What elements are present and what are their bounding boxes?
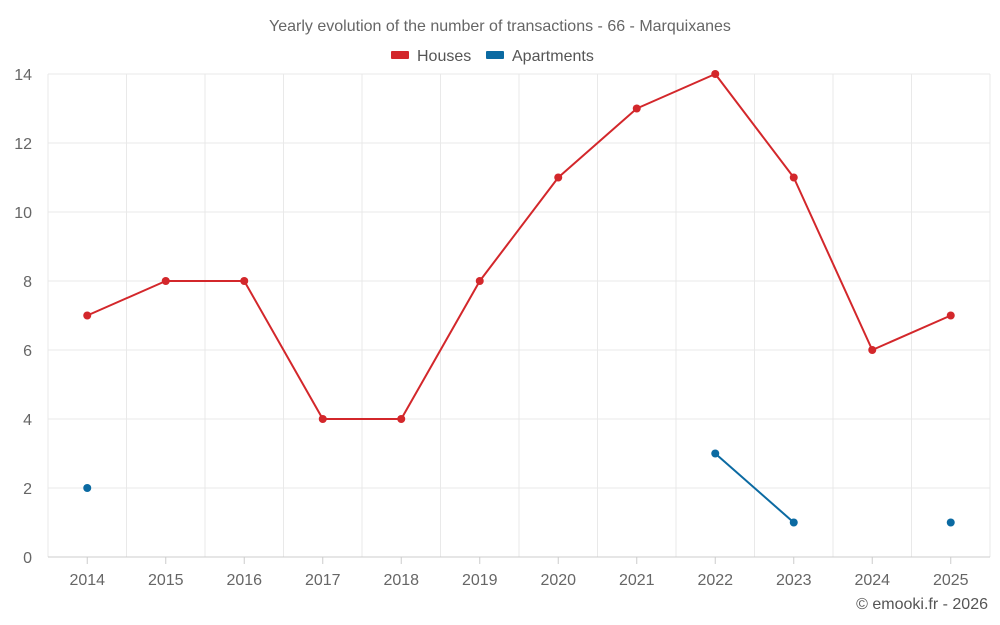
x-tick-label: 2018 bbox=[383, 572, 419, 589]
data-point-apartments[interactable] bbox=[83, 484, 92, 492]
x-tick-label: 2017 bbox=[305, 572, 341, 589]
legend-swatch-houses bbox=[391, 51, 409, 59]
x-tick-label: 2021 bbox=[619, 572, 655, 589]
x-tick-label: 2022 bbox=[697, 572, 733, 589]
legend: Houses Apartments bbox=[391, 48, 594, 65]
x-tick-label: 2015 bbox=[148, 572, 184, 589]
axes: 0 2 4 6 8 10 12 14 2014 2015 2016 2017 2018 2019 2020 2… bbox=[14, 67, 990, 589]
y-tick-label: 4 bbox=[23, 412, 32, 429]
data-point-houses[interactable] bbox=[711, 70, 720, 78]
y-tick-label: 8 bbox=[23, 274, 32, 291]
credit-text: © emooki.fr - 2026 bbox=[856, 596, 988, 613]
data-point-houses[interactable] bbox=[632, 104, 641, 113]
data-point-houses[interactable] bbox=[318, 415, 327, 423]
x-tick-label: 2020 bbox=[540, 572, 576, 589]
legend-label-houses: Houses bbox=[417, 48, 471, 65]
y-tick-label: 2 bbox=[23, 481, 32, 498]
legend-swatch-apartments bbox=[486, 51, 504, 59]
y-tick-label: 14 bbox=[14, 67, 32, 84]
x-tick-label: 2025 bbox=[933, 572, 969, 589]
data-point-houses[interactable] bbox=[397, 415, 406, 423]
data-point-houses[interactable] bbox=[946, 311, 955, 320]
data-point-apartments[interactable] bbox=[946, 518, 955, 527]
data-point-houses[interactable] bbox=[475, 277, 484, 285]
y-tick-label: 0 bbox=[23, 550, 32, 567]
y-tick-label: 6 bbox=[23, 343, 32, 360]
y-tick-label: 12 bbox=[14, 136, 32, 153]
y-tick-label: 10 bbox=[14, 205, 32, 222]
x-tick-label: 2023 bbox=[776, 572, 812, 589]
series-line-apartments bbox=[714, 452, 795, 524]
gridlines bbox=[47, 73, 991, 557]
data-point-houses[interactable] bbox=[83, 311, 92, 320]
legend-item-apartments[interactable]: Apartments bbox=[486, 48, 594, 65]
x-tick-label: 2016 bbox=[226, 572, 262, 589]
x-tick-label: 2019 bbox=[462, 572, 498, 589]
data-point-houses[interactable] bbox=[240, 277, 249, 285]
x-tick-label: 2014 bbox=[69, 572, 105, 589]
data-point-apartments[interactable] bbox=[789, 518, 798, 527]
x-tick-label: 2024 bbox=[854, 572, 890, 589]
data-point-houses[interactable] bbox=[161, 277, 170, 285]
data-point-houses[interactable] bbox=[554, 173, 563, 182]
legend-label-apartments: Apartments bbox=[512, 48, 594, 65]
plot-area bbox=[83, 70, 955, 527]
legend-item-houses[interactable]: Houses bbox=[391, 48, 471, 65]
series-line-houses bbox=[86, 73, 952, 420]
data-point-houses[interactable] bbox=[789, 173, 798, 182]
chart-title: Yearly evolution of the number of transa… bbox=[269, 18, 731, 35]
data-point-apartments[interactable] bbox=[711, 449, 720, 458]
data-point-houses[interactable] bbox=[868, 346, 877, 354]
